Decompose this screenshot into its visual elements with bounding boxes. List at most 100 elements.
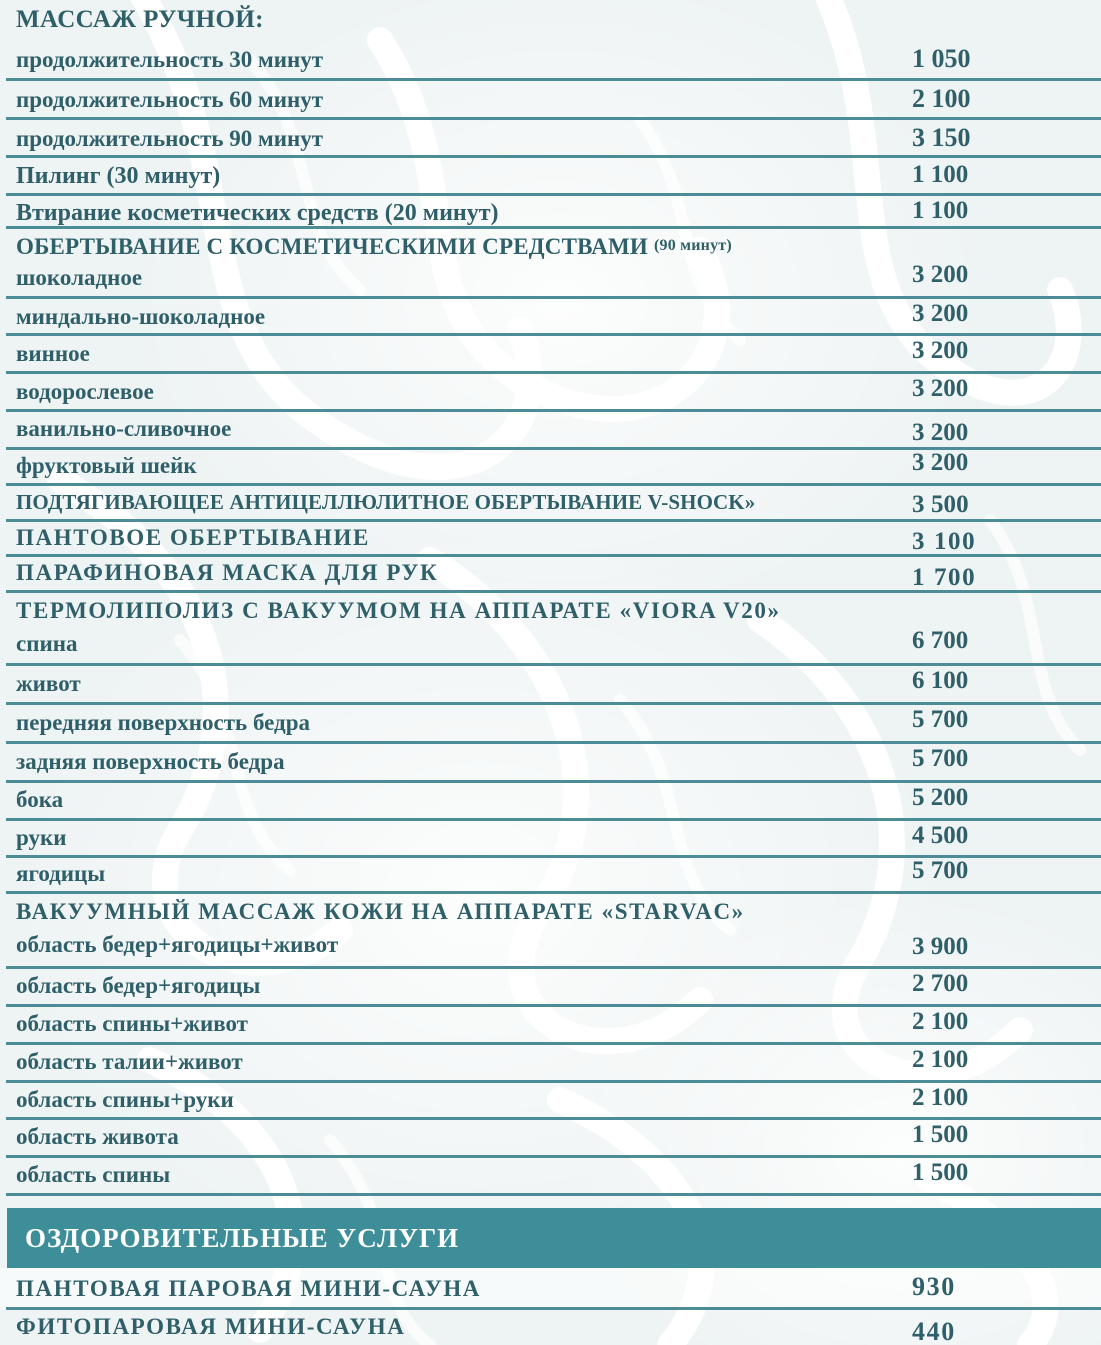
row-label: водорослевое [16,378,154,404]
row-price: 6 100 [912,667,969,694]
table-row: продолжительность 30 минут 1 050 [0,40,1101,79]
row-label: Пилинг (30 минут) [16,162,221,189]
table-row: область спины 1 500 [0,1157,1101,1193]
row-separator [6,1193,1101,1196]
row-label: продолжительность 30 минут [16,46,324,72]
table-row: винное 3 200 [0,335,1101,372]
row-label: область спины+руки [16,1087,234,1112]
table-row: живот 6 100 [0,665,1101,702]
table-row: спина 6 700 [0,625,1101,663]
row-price: 3 200 [912,337,969,364]
section-title-text: ВАКУУМНЫЙ МАССАЖ КОЖИ НА АППАРАТЕ «STARV… [16,899,745,924]
row-label: фруктовый шейк [16,453,197,478]
row-label: миндально-шоколадное [16,303,266,329]
row-price: 1 050 [912,44,971,73]
row-label: ПАНТОВАЯ ПАРОВАЯ МИНИ-САУНА [16,1276,482,1301]
table-row: область спины+руки 2 100 [0,1082,1101,1118]
table-row: ванильно-сливочное 3 200 [0,411,1101,447]
row-label: ванильно-сливочное [16,416,232,441]
row-label: передняя поверхность бедра [16,709,310,735]
table-row: продолжительность 90 минут 3 150 [0,120,1101,158]
row-label: ПАРАФИНОВАЯ МАСКА ДЛЯ РУК [16,560,439,585]
row-price: 5 700 [912,706,969,733]
row-price: 3 900 [912,933,969,960]
row-price: 1 100 [912,197,969,224]
row-price: 3 200 [912,261,969,288]
row-price: 3 200 [912,449,969,476]
row-price: 3 200 [912,375,969,402]
table-row: передняя поверхность бедра 5 700 [0,704,1101,741]
row-price: 930 [912,1272,956,1301]
section-title-text: МАССАЖ РУЧНОЙ: [16,6,264,33]
table-row: шоколадное 3 200 [0,259,1101,297]
row-price: 2 100 [912,1046,969,1073]
row-price: 440 [912,1317,956,1345]
table-row: бока 5 200 [0,782,1101,818]
row-label: ПОДТЯГИВАЮЩЕЕ АНТИЦЕЛЛЮЛИТНОЕ ОБЕРТЫВАНИ… [16,490,756,514]
row-price: 6 700 [912,627,969,654]
row-label: задняя поверхность бедра [16,748,285,774]
row-label: область живота [16,1124,179,1149]
row-label: Втирание косметических средств (20 минут… [16,200,499,226]
row-price: 3 150 [912,123,971,152]
row-label: область бедер+ягодицы [16,973,261,998]
table-row: фруктовый шейк 3 200 [0,449,1101,483]
table-row: руки 4 500 [0,820,1101,856]
table-row: область бедер+ягодицы+живот 3 900 [0,925,1101,965]
row-price: 2 100 [912,1008,969,1035]
table-row: ФИТОПАРОВАЯ МИНИ-САУНА 440 [0,1309,1101,1345]
banner-title: ОЗДОРОВИТЕЛЬНЫЕ УСЛУГИ [25,1222,460,1253]
section-banner-wellness: ОЗДОРОВИТЕЛЬНЫЕ УСЛУГИ [7,1208,1101,1268]
row-label: живот [16,670,81,696]
table-row: Пилинг (30 минут) 1 100 [0,157,1101,195]
row-price: 1 100 [912,161,969,188]
row-label: бока [16,787,64,812]
table-row: ПОДТЯГИВАЮЩЕЕ АНТИЦЕЛЛЮЛИТНОЕ ОБЕРТЫВАНИ… [0,485,1101,520]
section-title-note: (90 минут) [654,237,732,254]
row-price: 2 100 [912,1084,969,1111]
row-price: 5 700 [912,857,969,884]
row-price: 3 200 [912,300,969,327]
row-label: ФИТОПАРОВАЯ МИНИ-САУНА [16,1314,406,1339]
row-label: ПАНТОВОЕ ОБЕРТЫВАНИЕ [16,525,370,550]
row-price: 5 200 [912,784,969,811]
row-price: 5 700 [912,745,969,772]
row-price: 3 200 [912,419,969,446]
table-row: область бедер+ягодицы 2 700 [0,968,1101,1004]
section-title-massage-manual: МАССАЖ РУЧНОЙ: [0,0,1101,40]
row-label: продолжительность 90 минут [16,126,324,151]
table-row: ПАНТОВОЕ ОБЕРТЫВАНИЕ 3 100 [0,521,1101,555]
row-price: 1 700 [912,564,977,591]
table-row: задняя поверхность бедра 5 700 [0,743,1101,780]
row-price: 3 100 [912,528,977,555]
row-price: 1 500 [912,1159,969,1186]
row-label: область бедер+ягодицы+живот [16,932,339,957]
row-price: 3 500 [912,491,969,518]
row-label: область талии+живот [16,1049,243,1074]
table-row: ПАРАФИНОВАЯ МАСКА ДЛЯ РУК 1 700 [0,556,1101,591]
row-label: шоколадное [16,265,143,290]
row-label: продолжительность 60 минут [16,87,324,112]
row-price: 4 500 [912,822,969,849]
row-label: область спины+живот [16,1011,248,1036]
table-row: ПАНТОВАЯ ПАРОВАЯ МИНИ-САУНА 930 [0,1270,1101,1308]
row-price: 2 100 [912,84,971,113]
row-price: 2 700 [912,970,969,997]
table-row: область талии+живот 2 100 [0,1044,1101,1080]
table-row: миндально-шоколадное 3 200 [0,298,1101,335]
row-label: ягодицы [16,861,106,886]
row-price: 1 500 [912,1121,969,1148]
table-row: область спины+живот 2 100 [0,1006,1101,1042]
section-title-text: ТЕРМОЛИПОЛИЗ С ВАКУУМОМ НА АППАРАТЕ «VIO… [16,598,781,623]
section-title-text: ОБЕРТЫВАНИЕ С КОСМЕТИЧЕСКИМИ СРЕДСТВАМИ [16,234,649,259]
row-label: руки [16,825,67,850]
table-row: водорослевое 3 200 [0,373,1101,410]
row-label: область спины [16,1162,171,1187]
row-label: спина [16,631,78,656]
table-row: ягодицы 5 700 [0,857,1101,891]
row-label: винное [16,340,90,366]
table-row: область живота 1 500 [0,1119,1101,1155]
table-row: продолжительность 60 минут 2 100 [0,81,1101,119]
